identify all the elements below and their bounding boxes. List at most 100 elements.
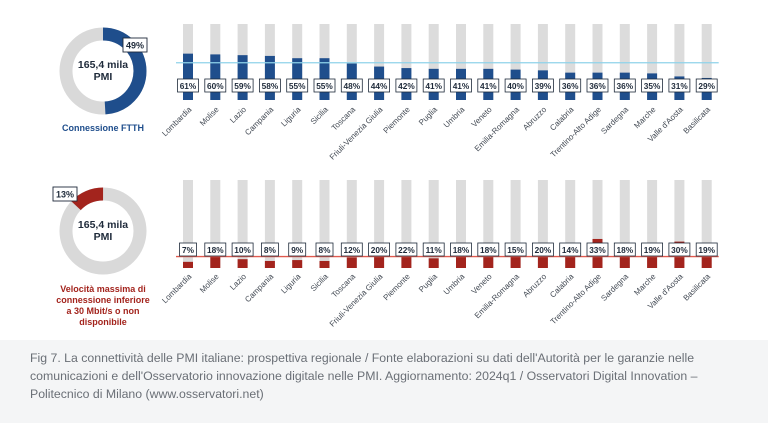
value-tag-box-1-14 — [532, 78, 554, 93]
value-label-2-18: 19% — [644, 245, 661, 255]
value-label-1-10: 41% — [425, 81, 442, 91]
category-label-2-3: Lazio — [228, 272, 248, 292]
bar-track-2-10 — [428, 180, 439, 268]
donut-value-arc-1 — [59, 27, 147, 115]
value-label-2-19: 30% — [671, 245, 688, 255]
value-tag-box-1-18 — [641, 78, 663, 93]
category-label-2-15: Calabria — [548, 272, 576, 300]
bar-1-3 — [237, 55, 248, 100]
value-tag-box-2-4 — [260, 242, 279, 257]
value-tag-box-1-2 — [204, 78, 227, 93]
category-label-2-6: Sicilia — [309, 272, 331, 294]
category-label-1-7: Toscana — [330, 105, 358, 133]
value-tag-box-2-6 — [315, 242, 334, 257]
category-label-1-15: Calabria — [548, 105, 576, 133]
value-tag-box-1-12 — [477, 78, 500, 93]
bar-2-9 — [401, 248, 412, 268]
value-label-2-7: 12% — [343, 245, 360, 255]
bar-2-13 — [510, 254, 521, 268]
bar-track-1-9 — [401, 24, 412, 100]
value-tag-box-1-1 — [177, 78, 199, 93]
category-label-2-12: Veneto — [470, 272, 494, 296]
bar-track-1-8 — [374, 24, 385, 100]
value-label-2-15: 14% — [562, 245, 579, 255]
bar-track-2-1 — [183, 180, 193, 268]
value-tag-box-2-16 — [586, 242, 609, 257]
bar-2-10 — [428, 258, 439, 268]
value-label-2-5: 9% — [291, 245, 304, 255]
value-tag-box-2-2 — [204, 242, 227, 257]
bar-2-2 — [210, 252, 221, 268]
bar-2-20 — [701, 251, 712, 268]
donut-center-value-1: 165,4 mila — [78, 59, 128, 71]
value-label-1-6: 55% — [316, 81, 333, 91]
bar-track-2-16 — [592, 180, 603, 268]
value-label-1-2: 60% — [207, 81, 224, 91]
value-label-1-18: 35% — [644, 81, 661, 91]
category-label-1-17: Sardegna — [599, 105, 630, 136]
donut-caption-line-1: Velocità massima di — [60, 284, 146, 294]
bar-1-2 — [210, 54, 221, 100]
bar-track-1-7 — [346, 24, 357, 100]
value-label-2-8: 20% — [371, 245, 388, 255]
value-tag-box-1-13 — [504, 78, 527, 93]
bar-2-6 — [319, 260, 330, 268]
donut-center-value-2: 165,4 mila — [78, 219, 128, 231]
category-label-1-10: Puglia — [417, 105, 439, 127]
value-tag-box-1-19 — [668, 78, 691, 93]
value-tag-box-2-17 — [613, 242, 636, 257]
value-tag-box-2-13 — [504, 242, 527, 257]
bar-2-17 — [619, 252, 630, 268]
category-label-1-2: Molise — [198, 105, 221, 128]
category-label-2-9: Piemonte — [382, 272, 413, 303]
category-label-2-14: Abruzzo — [521, 272, 549, 300]
bar-track-2-6 — [319, 180, 330, 268]
category-label-2-2: Molise — [198, 272, 221, 295]
value-tag-box-1-10 — [422, 78, 445, 93]
value-label-1-19: 31% — [671, 81, 688, 91]
value-tag-box-2-9 — [395, 242, 418, 257]
category-label-1-8: Friuli-Venezia Giulia — [328, 105, 385, 162]
value-tag-box-2-3 — [231, 242, 254, 257]
category-label-1-16: Trentino-Alto Adige — [549, 105, 604, 160]
value-label-1-13: 40% — [507, 81, 524, 91]
category-label-1-1: Lombardia — [160, 105, 193, 138]
bar-2-14 — [537, 250, 548, 268]
chart-panel: 165,4 mila PMI 49% Connessione FTTH 61% 60% 59… — [0, 0, 768, 340]
category-label-2-17: Sardegna — [599, 272, 630, 303]
donut-caption-line-2: connessione inferiore — [56, 295, 150, 305]
category-label-1-18: Marche — [632, 105, 658, 131]
bar-2-5 — [292, 260, 303, 268]
value-tag-box-2-11 — [450, 242, 472, 257]
bar-track-1-20 — [701, 24, 712, 100]
value-tag-box-2-20 — [695, 242, 718, 257]
value-label-2-6: 8% — [319, 245, 332, 255]
donut-caption-line-4: disponibile — [79, 317, 127, 327]
value-tag-box-2-7 — [340, 242, 363, 257]
value-label-1-16: 36% — [589, 81, 606, 91]
bar-track-2-17 — [619, 180, 630, 268]
bar-track-1-12 — [483, 24, 494, 100]
bar-track-2-7 — [346, 180, 357, 268]
donut-center-unit-1: PMI — [94, 71, 113, 83]
value-tag-box-1-15 — [559, 78, 582, 93]
value-tag-box-2-10 — [422, 242, 445, 257]
category-label-2-20: Basilicata — [682, 272, 713, 303]
value-label-1-1: 61% — [180, 81, 197, 91]
value-tag-box-1-8 — [368, 78, 391, 93]
bar-track-2-18 — [647, 180, 658, 268]
bar-track-1-15 — [565, 24, 576, 100]
value-label-1-9: 42% — [398, 81, 415, 91]
bar-1-4 — [264, 55, 275, 100]
category-label-1-12: Veneto — [470, 105, 494, 129]
value-label-1-12: 41% — [480, 81, 497, 91]
value-label-1-7: 48% — [343, 81, 360, 91]
value-label-2-20: 19% — [698, 245, 715, 255]
value-label-2-17: 18% — [616, 245, 633, 255]
value-tag-box-1-20 — [695, 78, 718, 93]
bar-track-1-13 — [510, 24, 521, 100]
category-label-1-14: Abruzzo — [521, 105, 549, 133]
donut-badge-box-2 — [52, 186, 78, 202]
bar-2-12 — [483, 252, 494, 268]
